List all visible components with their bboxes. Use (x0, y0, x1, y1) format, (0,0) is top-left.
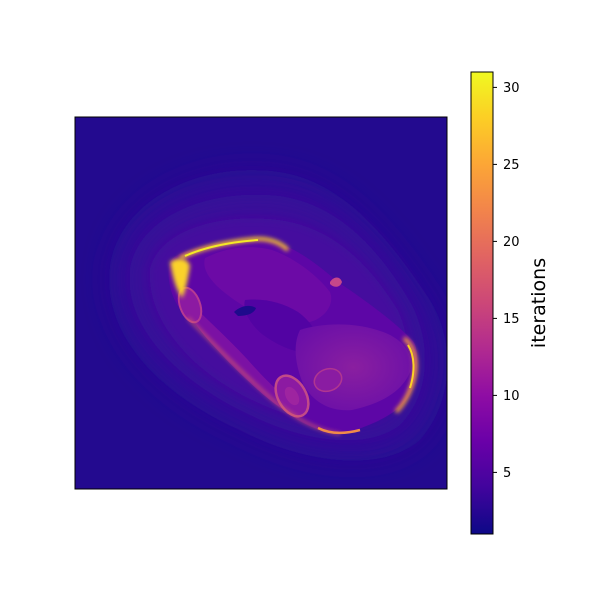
front-bright-edge (394, 336, 418, 414)
colorbar-tick-label: 5 (503, 466, 511, 481)
side-mirror (330, 277, 342, 287)
front-edge-highlight (407, 344, 415, 389)
colorbar-ticks: 5 10 15 20 25 30 (493, 81, 520, 481)
colorbar-tick-label: 25 (503, 158, 520, 173)
lower-bright-edge (187, 317, 341, 435)
front-wheel-hub (284, 386, 300, 406)
colorbar-tick-label: 20 (503, 235, 520, 250)
colorbar: 5 10 15 20 25 30 iterations (470, 71, 550, 535)
bottom-bright-edge (317, 426, 361, 434)
heatmap-image (75, 117, 447, 489)
roof-edge-highlight (184, 239, 259, 257)
rear-bright-edge (170, 258, 190, 298)
colorbar-label: iterations (528, 258, 550, 348)
side-window-hole (234, 305, 256, 316)
car-side-shade (187, 300, 298, 411)
colorbar-gradient (470, 71, 494, 535)
headlight (313, 367, 343, 393)
colorbar-tick-label: 30 (503, 81, 520, 96)
colorbar-tick-label: 15 (503, 312, 520, 327)
axes-frame (74, 116, 448, 490)
car-roof (204, 247, 332, 324)
colorbar-tick-label: 10 (503, 389, 520, 404)
